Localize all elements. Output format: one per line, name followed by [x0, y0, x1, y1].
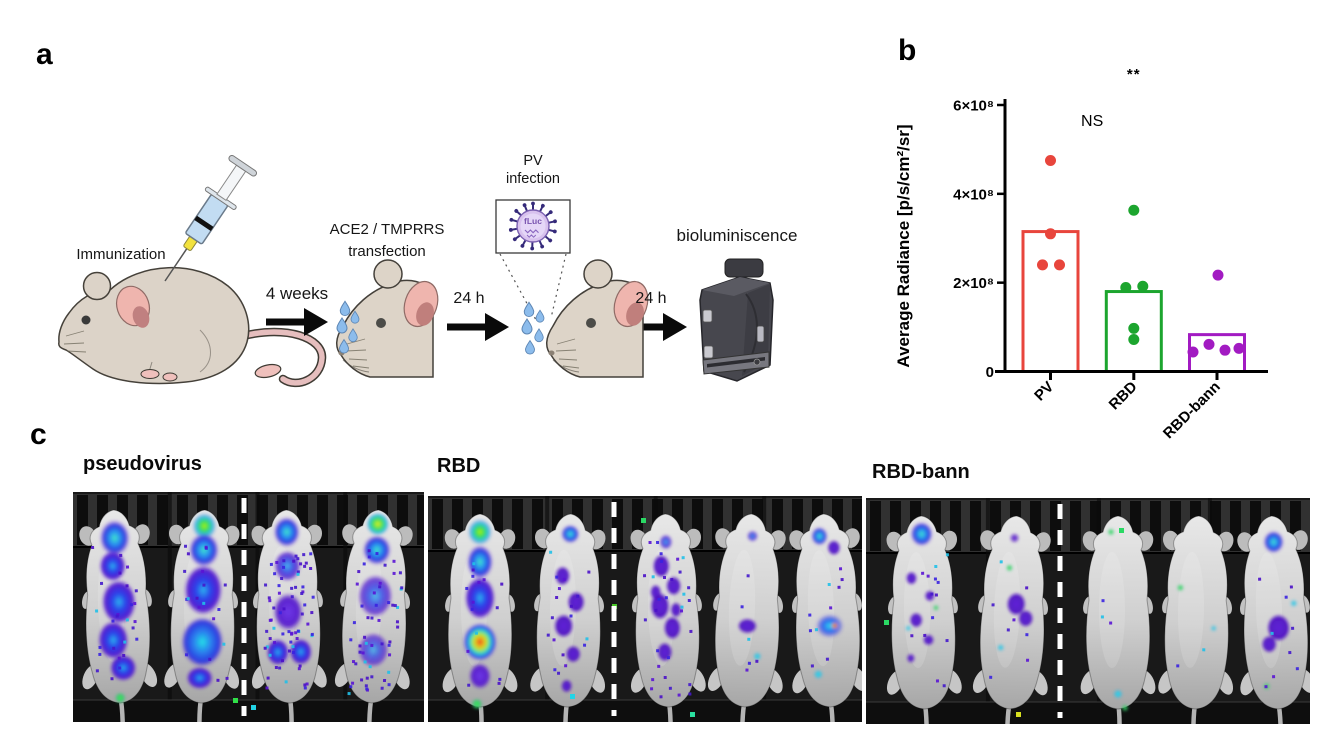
panel-b-letter: b	[898, 34, 917, 67]
bioluminescence-overlay	[811, 527, 844, 679]
virus-icon	[507, 200, 559, 252]
y-tick-label: 4×10⁸	[953, 186, 994, 203]
data-point-RBD-bann	[1187, 346, 1199, 358]
bioluminescence-overlay	[554, 525, 585, 692]
mouse-image	[79, 509, 158, 755]
mouse-image	[442, 513, 518, 755]
panel-c-letter: c	[30, 418, 47, 451]
pv-infection-label-line2: infection	[505, 171, 560, 187]
mouse-image	[630, 513, 706, 755]
y-tick-label: 0	[986, 364, 994, 381]
data-point-PV	[1037, 259, 1048, 271]
x-category-label: PV	[1031, 378, 1057, 404]
data-point-RBD	[1128, 322, 1140, 334]
data-point-RBD-bann	[1219, 344, 1231, 356]
immunization-label: Immunization	[76, 246, 166, 263]
bioluminescence-overlay	[1177, 584, 1217, 631]
mouse-image	[886, 515, 962, 755]
bioluminescence-overlay	[905, 522, 939, 663]
y-tick-label: 6×10⁸	[953, 98, 994, 115]
bioluminescence-overlay	[181, 513, 224, 689]
data-point-RBD-bann	[1203, 338, 1215, 350]
data-point-RBD	[1128, 204, 1140, 216]
transfection-label-line2: transfection	[348, 243, 426, 260]
data-point-PV	[1045, 155, 1056, 167]
mouse-image	[972, 515, 1051, 755]
mouse-image	[251, 509, 327, 755]
bioluminescence-overlay	[1108, 529, 1128, 711]
mouse-image	[1237, 515, 1316, 755]
syringe-icon	[164, 154, 258, 282]
data-point-PV	[1054, 259, 1065, 271]
bar-PV	[1021, 230, 1080, 373]
data-point-RBD-bann	[1233, 342, 1245, 354]
mouse-image	[1158, 515, 1234, 755]
data-point-PV	[1045, 228, 1056, 240]
bioluminescence-overlay	[266, 517, 312, 666]
weeks-label: 4 weeks	[265, 284, 329, 303]
panel-a-letter: a	[36, 38, 53, 71]
pv-infection-label-line1: PV	[523, 153, 543, 169]
mouse-image	[164, 509, 240, 755]
mouse-full-body-illustration	[58, 267, 327, 388]
data-point-RBD-bann	[1212, 269, 1224, 281]
bioluminescence-label: bioluminiscence	[676, 226, 798, 245]
mice-group-label: RBD	[437, 455, 481, 477]
projection-dotted-lines	[499, 253, 567, 321]
y-tick-label: 2×10⁸	[953, 275, 994, 292]
imaging-box-icon	[699, 258, 774, 382]
y-axis-title: Average Radiance [p/s/cm²/sr]	[894, 124, 913, 367]
bioluminescence-overlay	[650, 535, 682, 662]
x-category-label: RBD-bann	[1160, 378, 1224, 442]
transfection-label-line1: ACE2 / TMPRRS	[329, 221, 445, 238]
bioluminescence-overlay	[738, 531, 761, 660]
bar-RBD-bann	[1188, 333, 1246, 373]
virus-tag-label: fLuc	[524, 216, 542, 226]
mice-image-panel-RBD-bann	[866, 498, 1316, 755]
hours-label-2: 24 h	[635, 290, 667, 307]
mouse-image	[789, 513, 868, 755]
data-point-RBD	[1137, 280, 1149, 292]
mouse-image	[1080, 515, 1156, 755]
bioluminescence-overlay	[463, 519, 497, 709]
mice-image-panel-pseudovirus	[73, 492, 428, 755]
significance-annotation: **	[1127, 66, 1141, 83]
significance-annotation: NS	[1081, 113, 1103, 130]
data-point-RBD	[1128, 334, 1140, 346]
mouse-image	[530, 513, 606, 755]
mice-group-label: pseudovirus	[83, 453, 202, 475]
mice-image-panel-RBD	[428, 496, 868, 755]
mouse-image	[334, 509, 413, 755]
mice-group-label: RBD-bann	[872, 461, 970, 483]
mouse-image	[707, 513, 786, 755]
data-point-RBD	[1120, 282, 1132, 294]
bioluminescence-overlay	[997, 534, 1033, 651]
hours-label-1: 24 h	[453, 290, 485, 307]
x-category-label: RBD	[1106, 378, 1141, 413]
